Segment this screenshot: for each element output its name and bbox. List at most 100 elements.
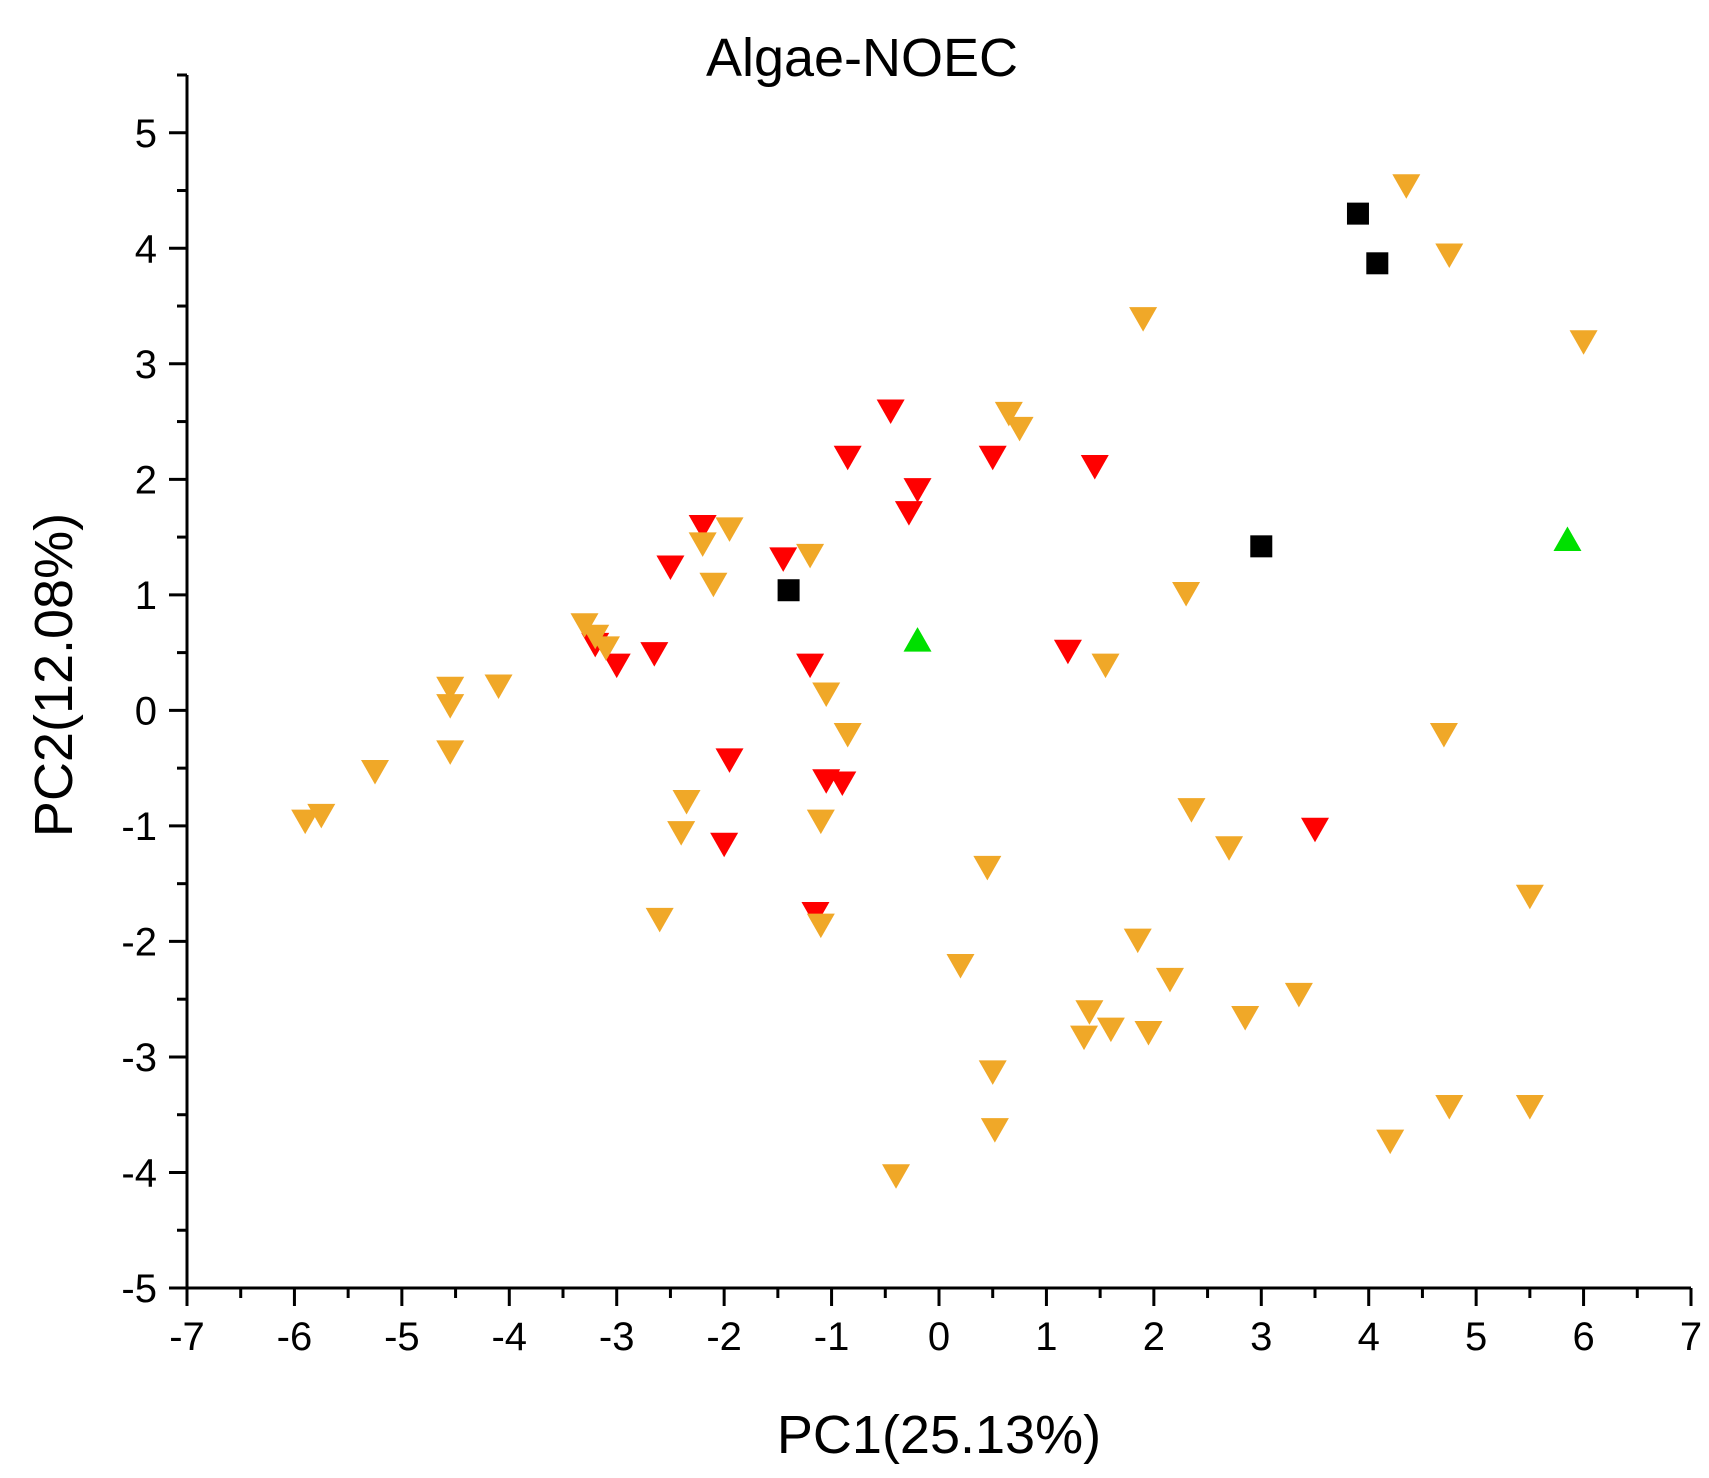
red-triangle-point	[1080, 454, 1109, 480]
orange-triangle-point	[436, 740, 465, 765]
orange-triangle-point	[1129, 307, 1158, 332]
orange-triangle-point	[1231, 1006, 1260, 1031]
orange-triangle-point	[946, 954, 975, 979]
y-tick-label: -2	[121, 920, 157, 964]
black-square-point	[1250, 535, 1273, 558]
red-triangle-point	[688, 515, 717, 540]
x-tick-label: -6	[277, 1315, 313, 1359]
x-tick-label: -1	[814, 1315, 850, 1359]
red-triangle-point	[769, 547, 798, 572]
y-tick-label: 3	[135, 343, 157, 387]
orange-triangle-point	[1435, 243, 1464, 269]
orange-triangle-point	[699, 572, 728, 598]
orange-triangle-point	[291, 809, 320, 835]
orange-triangle-point	[1515, 1094, 1544, 1120]
red-triangle-point	[903, 478, 932, 503]
orange-triangle-point	[688, 532, 717, 557]
y-tick-label: -5	[121, 1267, 157, 1311]
orange-triangle-point	[715, 517, 744, 542]
red-triangle-point	[656, 555, 685, 580]
orange-triangle-point	[1123, 928, 1152, 954]
y-tick-label: 5	[135, 112, 157, 156]
y-axis-label: PC2(12.08%)	[24, 513, 84, 837]
orange-triangle-point	[1091, 653, 1120, 679]
orange-triangle-point	[1070, 1025, 1099, 1051]
orange-triangle-point	[1215, 836, 1244, 861]
orange-triangle-point	[672, 789, 701, 815]
orange-triangle-point	[796, 543, 825, 569]
y-tick-label: -4	[121, 1151, 157, 1195]
orange-triangle-point	[978, 1060, 1007, 1085]
orange-triangle-point	[994, 401, 1023, 427]
x-tick-label: 1	[1035, 1315, 1057, 1359]
black-square-point	[1366, 252, 1389, 275]
y-tick-label: 1	[135, 574, 157, 618]
orange-triangle-point	[1515, 884, 1544, 910]
x-tick-label: -2	[706, 1315, 742, 1359]
green-triangle-point	[1553, 526, 1582, 552]
red-triangle-point	[1053, 639, 1082, 665]
red-triangle-point	[715, 748, 744, 773]
x-tick-label: -4	[491, 1315, 527, 1359]
orange-triangle-point	[1134, 1021, 1163, 1046]
red-triangle-point	[710, 832, 739, 858]
x-tick-label: -3	[599, 1315, 635, 1359]
orange-triangle-point	[806, 809, 835, 835]
orange-triangle-point	[1155, 967, 1184, 993]
orange-triangle-point	[1177, 798, 1206, 823]
x-tick-label: 0	[928, 1315, 950, 1359]
y-tick-label: 2	[135, 458, 157, 502]
orange-triangle-point	[1284, 982, 1313, 1008]
orange-triangle-point	[307, 803, 336, 829]
y-tick-label: 4	[135, 227, 157, 271]
y-tick-label: 0	[135, 689, 157, 733]
orange-triangle-point	[882, 1164, 911, 1189]
red-triangle-point	[796, 653, 825, 679]
x-axis-label: PC1(25.13%)	[777, 1405, 1101, 1465]
orange-triangle-point	[980, 1118, 1009, 1143]
orange-triangle-point	[1172, 582, 1201, 607]
chart-title: Algae-NOEC	[706, 28, 1018, 88]
orange-triangle-point	[361, 759, 389, 785]
red-triangle-point	[833, 445, 862, 471]
red-triangle-point	[828, 771, 857, 797]
red-triangle-point	[602, 653, 631, 679]
red-triangle-point	[1301, 817, 1329, 843]
x-tick-label: 2	[1143, 1315, 1165, 1359]
orange-triangle-point	[1435, 1094, 1464, 1120]
orange-triangle-point	[1429, 722, 1458, 748]
black-square-point	[777, 579, 800, 602]
x-tick-label: 3	[1250, 1315, 1272, 1359]
orange-triangle-point	[1392, 174, 1421, 199]
orange-triangle-point	[973, 855, 1002, 881]
orange-triangle-point	[1005, 416, 1034, 442]
red-triangle-point	[876, 399, 905, 425]
orange-triangle-point	[1569, 330, 1598, 355]
x-tick-label: 7	[1680, 1315, 1702, 1359]
x-axis: -7 -6 -5 -4 -3 -2 -1 0 1 2 3 4 5 6 7	[169, 1286, 1702, 1359]
orange-triangle-point	[645, 907, 674, 933]
red-triangle-point	[640, 642, 669, 667]
orange-triangle-point	[667, 821, 696, 846]
orange-triangle-point	[591, 636, 620, 661]
green-triangle-point	[903, 627, 932, 652]
orange-triangle-point	[812, 682, 841, 708]
y-axis: -5 -4 -3 -2 -1 0 1 2 3 4 5	[121, 73, 189, 1311]
x-tick-label: 5	[1465, 1315, 1487, 1359]
red-triangle-point	[894, 501, 923, 526]
orange-triangle-point	[436, 694, 465, 719]
orange-triangle-point	[1376, 1129, 1405, 1155]
x-tick-label: 6	[1572, 1315, 1594, 1359]
red-triangle-point	[978, 445, 1007, 471]
x-tick-label: 4	[1358, 1315, 1380, 1359]
x-tick-label: -5	[384, 1315, 420, 1359]
orange-triangle-point	[436, 676, 465, 702]
y-tick-label: -1	[121, 805, 157, 849]
plot-points	[291, 174, 1598, 1189]
orange-triangle-point	[833, 722, 862, 748]
y-tick-label: -3	[121, 1036, 157, 1080]
orange-triangle-point	[806, 913, 835, 939]
black-square-point	[1346, 202, 1369, 225]
orange-triangle-point	[1096, 1017, 1125, 1043]
x-tick-label: -7	[169, 1315, 205, 1359]
